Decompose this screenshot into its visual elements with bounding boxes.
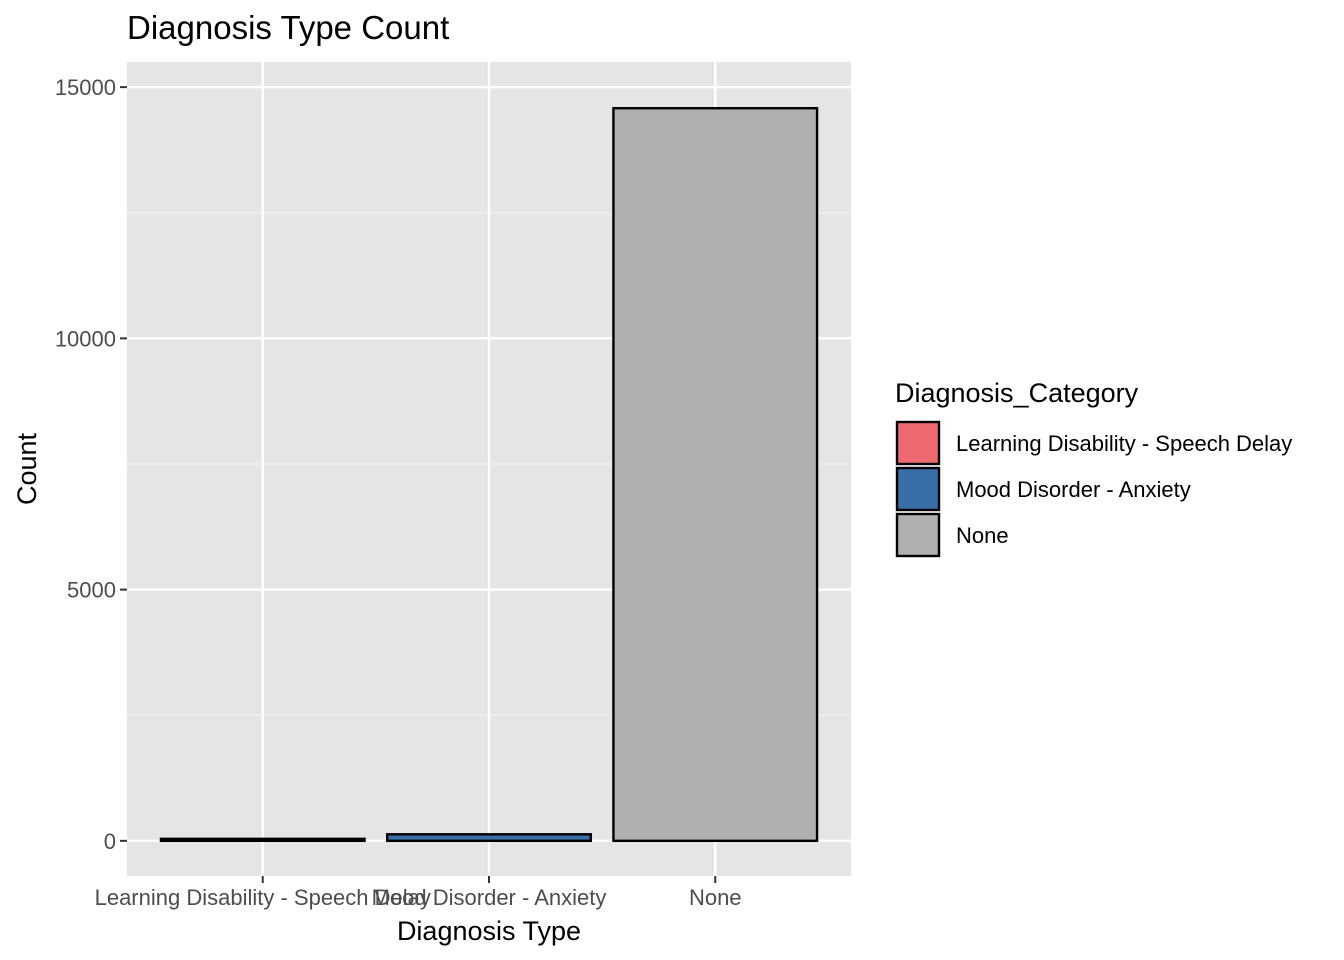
- x-tick-label: Mood Disorder - Anxiety: [372, 885, 607, 910]
- y-tick-label: 5000: [67, 578, 116, 603]
- legend-label: Mood Disorder - Anxiety: [956, 477, 1191, 502]
- x-tick-label: None: [689, 885, 742, 910]
- chart-title: Diagnosis Type Count: [127, 9, 449, 46]
- legend-label: Learning Disability - Speech Delay: [956, 431, 1292, 456]
- legend-key: [895, 466, 941, 512]
- y-tick-label: 15000: [55, 75, 116, 100]
- legend-title: Diagnosis_Category: [895, 378, 1139, 408]
- y-tick-label: 10000: [55, 326, 116, 351]
- bar: [612, 107, 819, 843]
- bars: [159, 107, 819, 843]
- legend-key: [895, 512, 941, 558]
- legend: Diagnosis_Category Learning Disability -…: [895, 378, 1292, 558]
- x-axis-title: Diagnosis Type: [397, 916, 581, 946]
- bar: [385, 833, 593, 843]
- y-axis-title: Count: [12, 432, 42, 505]
- x-tick-label: Learning Disability - Speech Delay: [95, 885, 431, 910]
- legend-key: [895, 420, 941, 466]
- y-tick-label: 0: [104, 829, 116, 854]
- legend-label: None: [956, 523, 1009, 548]
- bar: [159, 837, 366, 843]
- y-axis: 0 5000 10000 15000: [55, 75, 127, 854]
